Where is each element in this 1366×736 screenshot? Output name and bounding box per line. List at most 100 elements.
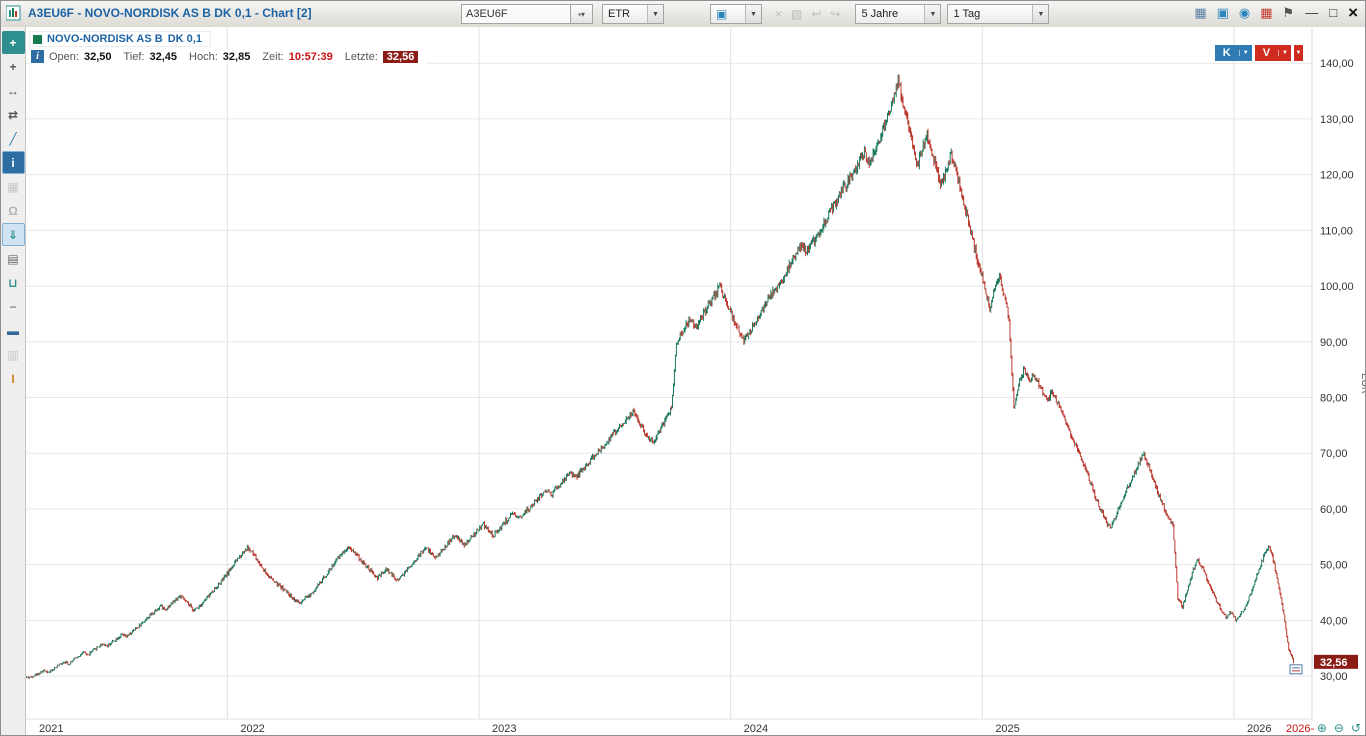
- legend-name: NOVO-NORDISK AS B: [47, 33, 163, 45]
- time-value: 10:57:39: [288, 50, 333, 63]
- trade-buttons: K ▼ V ▼ ▼: [1214, 45, 1303, 61]
- y-axis-label: 50,00: [1320, 560, 1348, 572]
- zoom-out-icon[interactable]: ⊖: [1333, 721, 1344, 735]
- chart-panel-icon[interactable]: ▣: [1216, 5, 1229, 20]
- open-label: Open:: [49, 50, 79, 63]
- market-depth-icon[interactable]: [1289, 664, 1303, 675]
- zoom-reset-icon[interactable]: ↺: [1350, 721, 1361, 735]
- x-axis-label: 2026: [1247, 723, 1271, 735]
- y-axis-label: 100,00: [1320, 281, 1354, 293]
- chevron-down-icon: ▼: [1295, 50, 1302, 56]
- save-chart-tool[interactable]: ⇓: [1, 223, 25, 246]
- trendline-tool[interactable]: ╱: [9, 131, 17, 146]
- sell-button[interactable]: V ▼: [1254, 45, 1291, 61]
- chevron-down-icon: ▼: [1278, 50, 1291, 56]
- x-axis-label: 2022: [240, 723, 264, 735]
- period-select[interactable]: 5 Jahre ▼: [855, 4, 942, 24]
- info-tool[interactable]: i: [1, 151, 25, 174]
- info-icon: i: [31, 50, 44, 63]
- high-value: 32,85: [222, 50, 251, 63]
- order-ticket-tool[interactable]: ⊔: [8, 275, 18, 290]
- titlebar: A3EU6F - NOVO-NORDISK AS B DK 0,1 - Char…: [1, 1, 1365, 28]
- last-price-tag-label: 32,56: [1320, 657, 1348, 669]
- last-value-badge: 32,56: [382, 50, 419, 63]
- redo-icon: ↪: [830, 7, 841, 21]
- print-tool[interactable]: ▤: [7, 251, 19, 266]
- titlebar-icons: ▦ ▣ ◉ ▦ ⚑: [1194, 5, 1294, 21]
- app-icon: [6, 5, 21, 21]
- y-axis-label: 70,00: [1320, 448, 1348, 460]
- y-axis-label: 90,00: [1320, 337, 1348, 349]
- open-value: 32,50: [83, 50, 112, 63]
- minimize-button[interactable]: —: [1305, 5, 1319, 20]
- exchange-select[interactable]: ETR ▼: [602, 4, 664, 24]
- high-label: Hoch:: [189, 50, 218, 63]
- x-axis-label: 2025: [995, 723, 1019, 735]
- symbol-search-icon: ▪▾: [578, 9, 585, 19]
- legend-detail: DK 0,1: [167, 33, 202, 45]
- watchlist-tool: ▥: [7, 347, 19, 362]
- chevron-down-icon: ▼: [1032, 5, 1049, 23]
- divider-tool[interactable]: −: [9, 299, 17, 314]
- chevron-down-icon: ▼: [647, 5, 663, 23]
- y-axis-label: 140,00: [1320, 58, 1354, 70]
- alarm-tool: Ω: [8, 203, 18, 218]
- y-axis-label: 110,00: [1320, 225, 1353, 237]
- horizontal-line-tool[interactable]: ↔: [7, 83, 19, 98]
- x-axis-label: 2021: [39, 723, 63, 735]
- zoom-controls: ⊕ ⊖ ↺: [1317, 722, 1361, 734]
- left-toolbar: + + ↔ ⇄ ╱ i ▦ Ω ⇓ ▤ ⊔ − ▬ ▥ I: [1, 27, 26, 735]
- y-axis-label: 40,00: [1320, 615, 1348, 627]
- symbol-search-button[interactable]: ▪▾: [571, 4, 593, 24]
- y-axis-label: 130,00: [1320, 114, 1354, 126]
- currency-axis-label: EUR: [1359, 373, 1365, 394]
- delete-icon: ×: [775, 7, 783, 21]
- period-value: 5 Jahre: [861, 8, 899, 20]
- time-label: Zeit:: [262, 50, 284, 63]
- interval-select[interactable]: 1 Tag ▼: [947, 4, 1050, 24]
- heatmap-icon[interactable]: ▦: [1260, 5, 1273, 20]
- low-label: Tief:: [123, 50, 145, 63]
- x-axis-end-label: 2026-: [1286, 723, 1314, 735]
- add-object-tool[interactable]: +: [9, 59, 17, 74]
- legend-swatch: [33, 34, 42, 44]
- zoom-in-icon[interactable]: ⊕: [1316, 721, 1327, 735]
- undo-icon: ↩: [811, 7, 822, 21]
- candles-down: [27, 74, 1294, 679]
- window-title: A3EU6F - NOVO-NORDISK AS B DK 0,1 - Char…: [28, 6, 312, 20]
- chevron-down-icon: ▼: [745, 5, 761, 23]
- crosshair-tool[interactable]: +: [1, 31, 25, 54]
- workspace-grid-icon[interactable]: ▦: [1194, 5, 1207, 20]
- edit-icons-group: × ▧ ↩ ↪: [775, 7, 840, 21]
- chart-layout-select[interactable]: ▣ ▼: [710, 4, 762, 24]
- parallel-channel-tool[interactable]: ⇄: [7, 107, 19, 122]
- x-axis-label: 2023: [492, 723, 516, 735]
- quote-strip: i Open: 32,50 Tief: 32,45 Hoch: 32,85 Ze…: [29, 49, 427, 64]
- y-axis-label: 30,00: [1320, 671, 1348, 683]
- maximize-button[interactable]: □: [1329, 5, 1338, 20]
- buy-button[interactable]: K ▼: [1214, 45, 1252, 61]
- layout-icon: ▣: [716, 7, 728, 21]
- chevron-down-icon: ▼: [924, 5, 941, 23]
- portfolio-tool[interactable]: ▬: [7, 323, 19, 338]
- close-button[interactable]: ×: [1348, 3, 1358, 22]
- y-axis-label: 60,00: [1320, 504, 1348, 516]
- y-axis-label: 80,00: [1320, 393, 1348, 405]
- snapshot-tool: ▦: [7, 179, 19, 194]
- chart-legend[interactable]: NOVO-NORDISK AS B DK 0,1: [29, 31, 211, 47]
- cursor-mode-tool[interactable]: I: [11, 371, 15, 386]
- chevron-down-icon: ▼: [1238, 50, 1252, 56]
- copy-template-icon: ▧: [791, 7, 803, 21]
- chart-area: 30,00 40,00 50,00 60,00 70,00 80,00 90,00 100,0…: [26, 27, 1365, 735]
- y-axis-label: 120,00: [1320, 170, 1354, 182]
- candles-up: [26, 74, 1269, 679]
- visibility-icon[interactable]: ◉: [1238, 5, 1251, 20]
- last-price-tag: [1314, 654, 1358, 669]
- symbol-input[interactable]: [461, 4, 571, 24]
- price-chart-canvas[interactable]: 30,00 40,00 50,00 60,00 70,00 80,00 90,00 100,0…: [26, 27, 1365, 735]
- pin-icon[interactable]: ⚑: [1282, 5, 1295, 20]
- last-label: Letzte:: [344, 50, 378, 63]
- low-value: 32,45: [149, 50, 178, 63]
- quick-trade-handle[interactable]: ▼: [1294, 45, 1303, 61]
